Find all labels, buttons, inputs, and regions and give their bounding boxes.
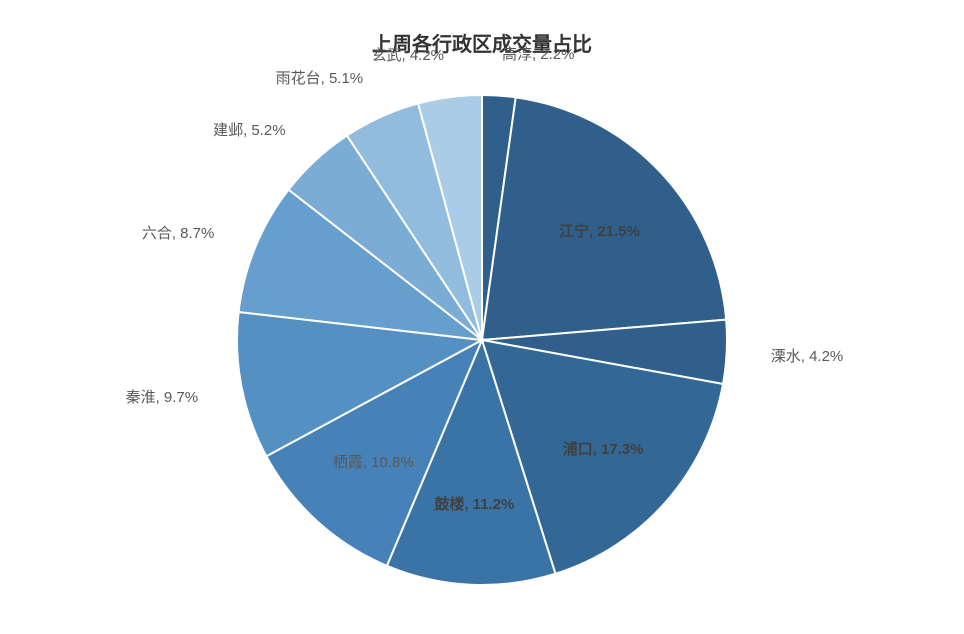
pie-slice-1 [482,97,726,340]
slice-label-10: 玄武, 4.2% [371,44,444,65]
slice-label-7: 六合, 8.7% [142,222,215,243]
slice-label-4: 鼓楼, 11.2% [434,493,514,514]
chart-title: 上周各行政区成交量占比 [0,28,964,57]
slice-label-5: 栖霞, 10.8% [333,451,414,472]
slice-label-6: 秦淮, 9.7% [126,386,199,407]
slice-label-9: 雨花台, 5.1% [276,67,364,88]
slice-label-3: 浦口, 17.3% [563,438,644,459]
pie-chart-container: 上周各行政区成交量占比 高淳, 2.2% 江宁, 21.5% 溧水, 4.2% 浦口,… [0,0,964,634]
slice-label-1: 江宁, 21.5% [559,220,640,241]
slice-label-0: 高淳, 2.2% [502,43,575,64]
slice-label-8: 建邺, 5.2% [213,119,286,140]
slice-label-2: 溧水, 4.2% [771,345,844,366]
